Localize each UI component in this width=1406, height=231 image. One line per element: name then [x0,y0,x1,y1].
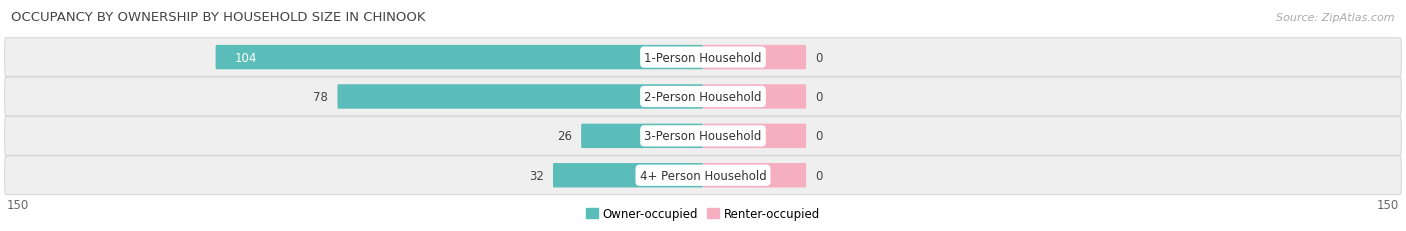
Text: 1-Person Household: 1-Person Household [644,51,762,64]
Text: 0: 0 [815,130,823,143]
Text: 2-Person Household: 2-Person Household [644,91,762,103]
FancyBboxPatch shape [337,85,703,109]
FancyBboxPatch shape [703,163,806,188]
FancyBboxPatch shape [553,163,703,188]
Text: 150: 150 [1376,198,1399,211]
Text: 78: 78 [314,91,328,103]
FancyBboxPatch shape [4,78,1402,116]
FancyBboxPatch shape [703,85,806,109]
Text: 0: 0 [815,169,823,182]
Text: 26: 26 [557,130,572,143]
Text: 0: 0 [815,91,823,103]
FancyBboxPatch shape [703,124,806,149]
Text: 3-Person Household: 3-Person Household [644,130,762,143]
FancyBboxPatch shape [4,156,1402,195]
Text: Source: ZipAtlas.com: Source: ZipAtlas.com [1277,13,1395,23]
FancyBboxPatch shape [4,117,1402,155]
FancyBboxPatch shape [4,39,1402,77]
FancyBboxPatch shape [581,124,703,149]
FancyBboxPatch shape [215,46,703,70]
Legend: Owner-occupied, Renter-occupied: Owner-occupied, Renter-occupied [581,202,825,225]
Text: 104: 104 [235,51,257,64]
FancyBboxPatch shape [703,46,806,70]
Text: 0: 0 [815,51,823,64]
Text: OCCUPANCY BY OWNERSHIP BY HOUSEHOLD SIZE IN CHINOOK: OCCUPANCY BY OWNERSHIP BY HOUSEHOLD SIZE… [11,11,426,24]
Text: 32: 32 [529,169,544,182]
Text: 4+ Person Household: 4+ Person Household [640,169,766,182]
Text: 150: 150 [7,198,30,211]
